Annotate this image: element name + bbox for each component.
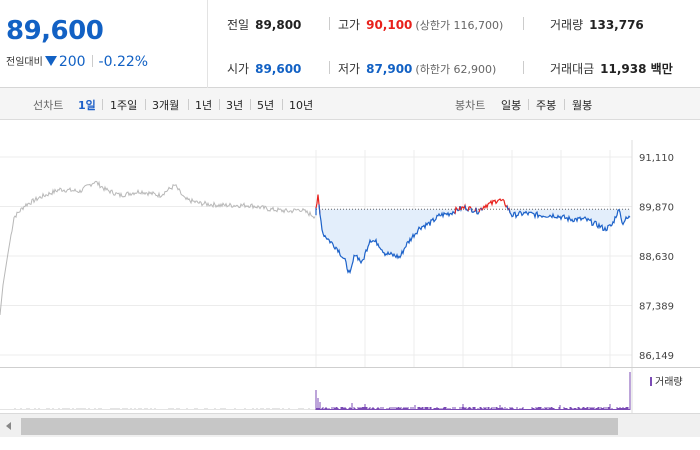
stat-value: 11,938 백만 [600, 62, 673, 76]
volume-legend-label: 거래량 [655, 377, 683, 388]
lower-limit: (하한가 62,900) [415, 63, 497, 76]
today-price-line [318, 204, 457, 275]
quote-panel: 89,600 전일대비 200 -0.22% 전일 89,800 고가 90,100 (상… [0, 0, 700, 88]
candle-chart-label: 봉차트 [455, 99, 486, 112]
price-chart-svg: 91,110 89,870 88,630 87,389 86,149 [0, 140, 674, 367]
period-tab-1w[interactable]: 1주일 [110, 99, 138, 112]
divider [250, 99, 251, 110]
volume-chart-svg [0, 368, 633, 413]
period-tab-1y[interactable]: 1년 [195, 99, 213, 112]
stat-label: 저가 [338, 62, 361, 76]
previous-day-line [0, 180, 316, 316]
stat-value: 89,600 [255, 62, 302, 76]
stat-volume: 거래량 133,776 [550, 16, 644, 33]
stat-label: 거래량 [550, 18, 584, 32]
today-price-line [481, 198, 509, 211]
volume-swatch [650, 377, 652, 386]
change-amount: 200 [58, 54, 86, 70]
period-tab-1d[interactable]: 1일 [78, 99, 96, 112]
stat-label: 거래대금 [550, 62, 595, 76]
divider [329, 61, 330, 74]
divider [282, 99, 283, 110]
stat-label: 고가 [338, 18, 361, 32]
period-tab-3y[interactable]: 3년 [226, 99, 244, 112]
below-close-fill [316, 209, 630, 273]
stat-value: 89,800 [255, 18, 302, 32]
divider [564, 99, 565, 110]
candle-tab-daily[interactable]: 일봉 [501, 99, 522, 112]
upper-limit: (상한가 116,700) [415, 19, 504, 32]
scroll-left-arrow-icon[interactable] [0, 414, 18, 438]
period-tab-10y[interactable]: 10년 [289, 99, 314, 112]
y-tick-label: 86,149 [639, 351, 674, 362]
divider [523, 61, 524, 74]
divider [145, 99, 146, 110]
stat-label: 시가 [227, 62, 250, 76]
stat-value: 87,900 [366, 62, 413, 76]
stat-value: 133,776 [589, 18, 644, 32]
volume-legend: 거래량 [650, 373, 683, 388]
candle-tab-weekly[interactable]: 주봉 [536, 99, 557, 112]
y-tick-label: 91,110 [639, 153, 674, 164]
stat-high: 고가 90,100 (상한가 116,700) [338, 16, 503, 33]
change-row: 전일대비 200 -0.22% [6, 53, 148, 70]
period-tab-5y[interactable]: 5년 [257, 99, 275, 112]
divider [523, 17, 524, 30]
candle-tab-monthly[interactable]: 월봉 [572, 99, 593, 112]
price-summary: 89,600 전일대비 200 -0.22% [0, 0, 208, 88]
stat-open: 시가 89,600 [227, 60, 301, 77]
volume-chart: 거래량 [0, 367, 700, 413]
divider [102, 99, 103, 110]
y-tick-label: 89,870 [639, 203, 674, 214]
chart-scrollbar[interactable] [0, 413, 700, 437]
scroll-thumb[interactable] [21, 418, 618, 435]
line-chart-label: 선차트 [33, 99, 64, 112]
change-label: 전일대비 [6, 57, 43, 68]
today-price-line [508, 208, 631, 232]
stat-value: 90,100 [366, 18, 413, 32]
divider [188, 99, 189, 110]
down-triangle-icon [44, 56, 57, 66]
current-price: 89,600 [6, 16, 104, 46]
chart-period-toolbar: 선차트 1일 1주일 3개월 1년 3년 5년 10년 봉차트 일봉 주봉 월봉 [0, 88, 700, 120]
stat-label: 전일 [227, 18, 250, 32]
divider [528, 99, 529, 110]
period-tab-3m[interactable]: 3개월 [152, 99, 180, 112]
divider [91, 55, 93, 67]
change-rate: -0.22% [98, 54, 149, 70]
y-tick-label: 88,630 [639, 252, 674, 263]
stat-prev-close: 전일 89,800 [227, 16, 301, 33]
divider [329, 17, 330, 30]
y-tick-label: 87,389 [639, 302, 674, 313]
stat-trade-value: 거래대금 11,938 백만 [550, 60, 673, 77]
stat-low: 저가 87,900 (하한가 62,900) [338, 60, 496, 77]
divider [219, 99, 220, 110]
intraday-price-chart: 91,110 89,870 88,630 87,389 86,149 [0, 140, 700, 367]
